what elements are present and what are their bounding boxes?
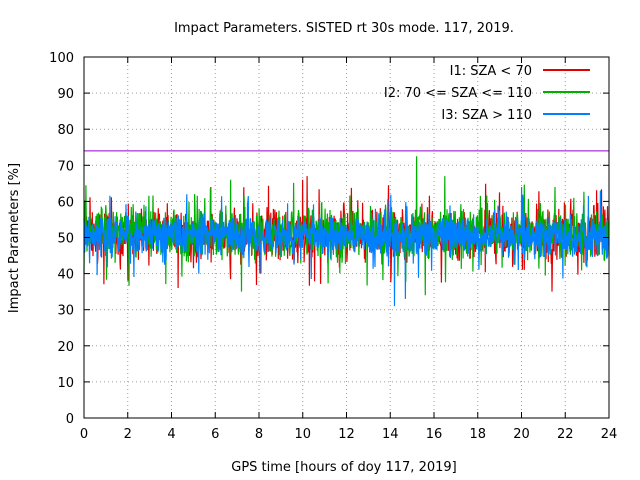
x-tick-label: 22 (557, 427, 574, 442)
x-tick-label: 18 (469, 427, 486, 442)
x-axis-label: GPS time [hours of doy 117, 2019] (231, 460, 456, 475)
y-tick-label: 50 (57, 232, 74, 247)
plot-area (83, 150, 610, 307)
x-tick-label: 6 (211, 427, 219, 442)
y-tick-label: 20 (57, 340, 74, 355)
x-tick-label: 2 (124, 427, 132, 442)
y-tick-label: 80 (57, 123, 74, 138)
y-axis-label: Impact Parameters [%] (7, 163, 22, 313)
x-tick-label: 20 (513, 427, 530, 442)
x-tick-label: 8 (255, 427, 263, 442)
x-tick-label: 14 (382, 427, 399, 442)
chart-title: Impact Parameters. SISTED rt 30s mode. 1… (174, 21, 514, 36)
y-tick-label: 10 (57, 376, 74, 391)
legend-label-2: I2: 70 <= SZA <= 110 (384, 86, 532, 101)
x-tick-label: 0 (80, 427, 88, 442)
x-tick-label: 12 (338, 427, 355, 442)
legend-label-3: I3: SZA > 110 (441, 108, 532, 123)
legend: I1: SZA < 70 I2: 70 <= SZA <= 110 I3: SZA … (384, 64, 590, 123)
y-tick-label: 70 (57, 159, 74, 174)
x-tick-label: 24 (601, 427, 618, 442)
axes: 0 2 4 6 8 10 12 14 16 18 20 22 240102030405060708090… (49, 51, 617, 442)
y-tick-label: 100 (49, 51, 74, 66)
legend-label-1: I1: SZA < 70 (450, 64, 532, 79)
x-tick-label: 4 (167, 427, 175, 442)
y-tick-label: 90 (57, 87, 74, 102)
series-line-3 (83, 186, 610, 307)
y-tick-label: 40 (57, 268, 74, 283)
y-tick-label: 30 (57, 304, 74, 319)
x-tick-label: 10 (294, 427, 311, 442)
y-tick-label: 0 (66, 412, 74, 427)
y-tick-label: 60 (57, 195, 74, 210)
x-tick-label: 16 (426, 427, 443, 442)
